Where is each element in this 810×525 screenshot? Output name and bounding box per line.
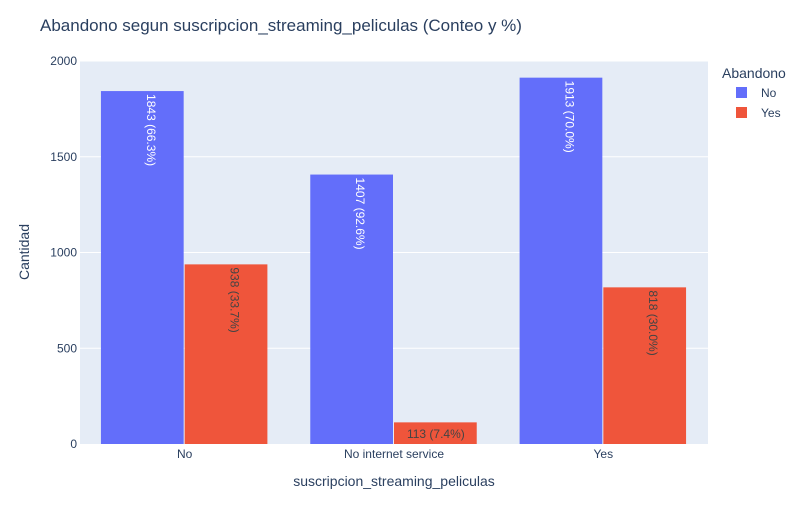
bar-data-label: 938 (33.7%)	[228, 267, 242, 332]
bar-yes[interactable]	[394, 422, 477, 444]
y-tick-label: 500	[57, 341, 77, 355]
legend-title: Abandono	[722, 65, 786, 81]
bar-data-label: 818 (30.0%)	[646, 290, 660, 355]
x-tick-label: Yes	[594, 447, 614, 461]
y-tick-label: 1000	[50, 246, 77, 260]
chart-title: Abandono segun suscripcion_streaming_pel…	[40, 16, 522, 35]
bars: 1843 (66.3%) 938 (33.7%) 1407 (92.6%) 113 (…	[100, 77, 687, 445]
bar-data-label: 1407 (92.6%)	[353, 178, 367, 250]
bar-no[interactable]	[310, 174, 393, 444]
bar-yes[interactable]	[184, 264, 268, 444]
legend-label: Yes	[761, 106, 781, 120]
legend[interactable]: Abandono No Yes	[722, 65, 786, 120]
bar-data-label: 1913 (70.0%)	[562, 81, 576, 153]
x-tick-label: No internet service	[344, 447, 444, 461]
x-tick-label: No	[177, 447, 193, 461]
bar-data-label: 1843 (66.3%)	[144, 94, 158, 166]
legend-item-no[interactable]: No	[736, 86, 777, 100]
legend-swatch	[736, 107, 747, 118]
bar-no[interactable]	[100, 91, 184, 445]
y-tick-label: 2000	[50, 54, 77, 68]
bar-data-label: 113 (7.4%)	[407, 427, 465, 441]
y-axis-title: Cantidad	[16, 224, 32, 280]
legend-label: No	[761, 86, 777, 100]
legend-item-yes[interactable]: Yes	[736, 106, 781, 120]
legend-swatch	[736, 87, 747, 98]
x-axis-ticks: No No internet service Yes	[177, 447, 613, 461]
bar-yes[interactable]	[603, 287, 687, 444]
bar-no[interactable]	[519, 77, 603, 445]
y-tick-label: 0	[70, 437, 77, 451]
x-axis-title: suscripcion_streaming_peliculas	[293, 473, 495, 489]
y-tick-label: 1500	[50, 150, 77, 164]
y-axis-ticks: 0 500 1000 1500 2000	[50, 54, 77, 451]
